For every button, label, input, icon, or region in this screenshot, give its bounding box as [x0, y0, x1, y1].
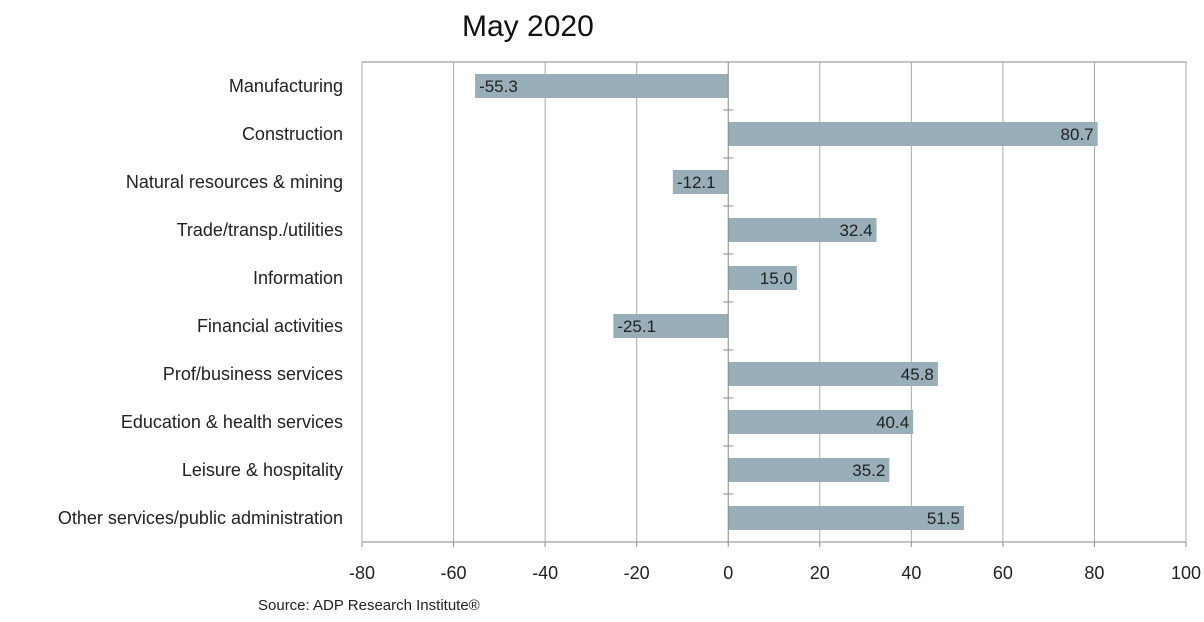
x-tick-label: -40: [532, 563, 558, 583]
bar: [728, 266, 797, 290]
data-label: 80.7: [1061, 125, 1094, 144]
category-label: Other services/public administration: [58, 508, 343, 528]
category-label: Education & health services: [121, 412, 343, 432]
category-label: Prof/business services: [163, 364, 343, 384]
bar: [728, 410, 914, 434]
data-label: 40.4: [876, 413, 909, 432]
bar: [728, 122, 1098, 146]
x-tick-label: 60: [993, 563, 1013, 583]
category-label: Leisure & hospitality: [182, 460, 343, 480]
category-label: Trade/transp./utilities: [177, 220, 343, 240]
category-label: Natural resources & mining: [126, 172, 343, 192]
x-tick-label: 100: [1171, 563, 1201, 583]
data-label: 32.4: [839, 221, 872, 240]
x-tick-label: 20: [810, 563, 830, 583]
bar: [475, 74, 729, 98]
bar: [728, 506, 964, 530]
category-labels: Manufacturing Construction Natural resourc…: [58, 76, 343, 528]
x-tick-label: -80: [349, 563, 375, 583]
bar: [613, 314, 729, 338]
category-label: Information: [253, 268, 343, 288]
category-label: Construction: [242, 124, 343, 144]
x-tick-label: -60: [441, 563, 467, 583]
source-note: Source: ADP Research Institute®: [258, 597, 480, 614]
x-tick-label: -20: [624, 563, 650, 583]
bar: [728, 458, 890, 482]
x-tick-label: 40: [901, 563, 921, 583]
data-labels: -55.3 80.7 -12.1 32.4 15.0 -25.1 45.8 40.4 35.2 5…: [479, 77, 1094, 528]
x-tick-label: 80: [1084, 563, 1104, 583]
data-label: -55.3: [479, 77, 518, 96]
x-tick-labels: -80 -60 -40 -20 0 20 40 60 80 100: [349, 563, 1201, 583]
category-label: Financial activities: [197, 316, 343, 336]
data-label: 45.8: [901, 365, 934, 384]
zero-axis: [723, 62, 734, 542]
data-label: -25.1: [617, 317, 656, 336]
data-label: 35.2: [852, 461, 885, 480]
category-label: Manufacturing: [229, 76, 343, 96]
chart-title: May 2020: [462, 10, 594, 43]
bars: [475, 74, 1098, 530]
data-label: -12.1: [677, 173, 716, 192]
data-label: 51.5: [927, 509, 960, 528]
data-label: 15.0: [760, 269, 793, 288]
bar: [728, 362, 938, 386]
bar: [672, 170, 729, 194]
x-tick-label: 0: [723, 563, 733, 583]
bar: [728, 218, 877, 242]
